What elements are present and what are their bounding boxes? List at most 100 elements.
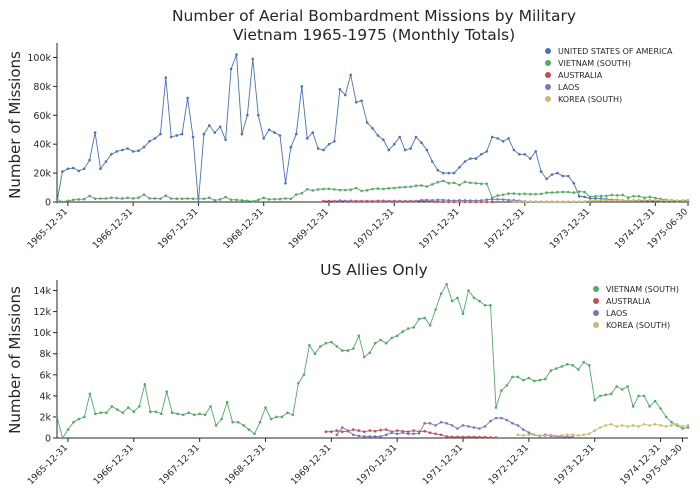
chart1-point-united-states-of-america (121, 148, 124, 152)
chart1-point-laos (458, 199, 461, 202)
chart2-point-vietnam-south (352, 347, 355, 350)
chart1-point-united-states-of-america (208, 124, 211, 127)
chart1-legend-label-australia: AUSTRALIA (558, 71, 603, 80)
chart1-point-vietnam-south (115, 196, 119, 200)
chart2-ytick-label: 4k (39, 391, 51, 402)
chart2-point-vietnam-south (390, 336, 394, 340)
chart2-point-laos (467, 425, 470, 428)
chart2-point-vietnam-south (286, 411, 289, 415)
chart2-point-korea-south (631, 424, 635, 427)
chart2-point-laos (395, 432, 399, 436)
chart1-point-united-states-of-america (354, 101, 358, 104)
chart2-point-vietnam-south (598, 394, 602, 398)
chart2-point-vietnam-south (511, 375, 514, 379)
chart1-point-vietnam-south (539, 192, 543, 196)
chart1-point-laos (371, 200, 374, 204)
chart1-point-vietnam-south (588, 195, 592, 199)
chart1-point-vietnam-south (431, 183, 434, 186)
chart2-point-vietnam-south (187, 411, 190, 415)
chart1-point-vietnam-south (213, 199, 217, 202)
chart1-point-korea-south (534, 200, 537, 203)
chart2-point-laos (522, 428, 525, 431)
chart2-point-australia (330, 430, 333, 434)
chart2-point-laos (494, 416, 498, 420)
chart1-point-korea-south (529, 200, 532, 203)
chart2-point-vietnam-south (428, 324, 432, 327)
chart1-point-laos (490, 198, 494, 201)
chart1-point-vietnam-south (126, 196, 129, 200)
chart1-point-vietnam-south (338, 188, 342, 192)
chart1-ytick-label: 0 (45, 198, 51, 209)
chart1-point-korea-south (556, 200, 559, 203)
chart2-point-australia (467, 435, 470, 439)
chart1-point-vietnam-south (169, 197, 173, 200)
chart1-point-korea-south (588, 199, 592, 203)
chart1-point-united-states-of-america (403, 148, 407, 152)
chart1-point-laos (452, 199, 456, 202)
chart2-point-vietnam-south (505, 384, 509, 387)
chart1-point-laos (431, 199, 434, 202)
chart1-point-united-states-of-america (278, 134, 282, 137)
chart2-point-vietnam-south (209, 405, 212, 408)
chart2-title: US Allies Only (320, 261, 428, 279)
chart2-point-australia (406, 430, 410, 434)
chart2-point-vietnam-south (363, 355, 366, 359)
chart1-point-korea-south (654, 199, 657, 202)
chart2-point-vietnam-south (516, 375, 520, 379)
chart1-point-vietnam-south (387, 187, 391, 190)
chart1-point-vietnam-south (501, 193, 505, 197)
chart2-point-australia (423, 429, 426, 433)
chart1-point-vietnam-south (66, 199, 70, 203)
chart1-point-united-states-of-america (474, 157, 478, 160)
chart2-point-vietnam-south (686, 426, 690, 429)
chart1-point-laos (507, 198, 510, 202)
chart1-point-vietnam-south (316, 188, 320, 191)
chart2-point-vietnam-south (461, 312, 465, 316)
chart1-point-australia (327, 199, 331, 203)
chart2-point-vietnam-south (467, 289, 470, 292)
chart2-point-laos (516, 424, 520, 427)
chart1-point-vietnam-south (235, 198, 238, 202)
chart1-xtick-label: 1969-12-31 (287, 207, 331, 251)
chart1-point-laos (501, 198, 505, 201)
chart1-point-united-states-of-america (137, 149, 140, 152)
chart1-point-united-states-of-america (229, 67, 233, 71)
chart1-point-laos (382, 200, 385, 203)
chart1-point-vietnam-south (480, 182, 483, 186)
chart1-legend-marker-united-states-of-america (545, 48, 551, 54)
chart1-point-united-states-of-america (213, 131, 217, 134)
chart1-point-laos (447, 199, 451, 202)
chart2-point-australia (368, 429, 372, 432)
chart2-point-vietnam-south (275, 415, 278, 419)
chart2-point-australia (384, 428, 388, 431)
chart2-point-australia (456, 435, 459, 439)
chart1-point-united-states-of-america (490, 135, 494, 139)
chart2-point-australia (428, 431, 432, 435)
chart1-point-vietnam-south (354, 186, 358, 190)
chart2-point-korea-south (615, 425, 618, 428)
chart1-legend-marker-korea-south (545, 96, 551, 102)
chart1-point-laos (338, 199, 342, 202)
chart2-point-vietnam-south (653, 399, 657, 403)
chart2-point-vietnam-south (66, 428, 70, 431)
chart1-point-vietnam-south (393, 186, 396, 190)
chart1-point-laos (376, 200, 380, 204)
chart1-point-united-states-of-america (289, 145, 293, 149)
chart2-point-vietnam-south (138, 405, 141, 408)
chart1-point-united-states-of-america (577, 194, 581, 198)
chart2-point-korea-south (670, 424, 673, 427)
chart1-point-laos (344, 199, 347, 203)
chart1-point-korea-south (637, 198, 641, 202)
chart2-xtick-label: 1967-12-31 (158, 443, 202, 487)
chart2-point-laos (511, 422, 514, 425)
chart2-point-vietnam-south (483, 304, 487, 307)
chart1-point-korea-south (621, 199, 624, 202)
chart1-point-united-states-of-america (311, 131, 315, 134)
chart1-point-united-states-of-america (594, 197, 597, 200)
chart2-point-vietnam-south (116, 408, 119, 411)
chart2-point-vietnam-south (220, 417, 223, 421)
chart2-point-vietnam-south (198, 412, 201, 416)
chart1-point-united-states-of-america (452, 171, 456, 175)
chart2-point-vietnam-south (88, 392, 92, 396)
chart1-legend-marker-australia (545, 72, 551, 78)
